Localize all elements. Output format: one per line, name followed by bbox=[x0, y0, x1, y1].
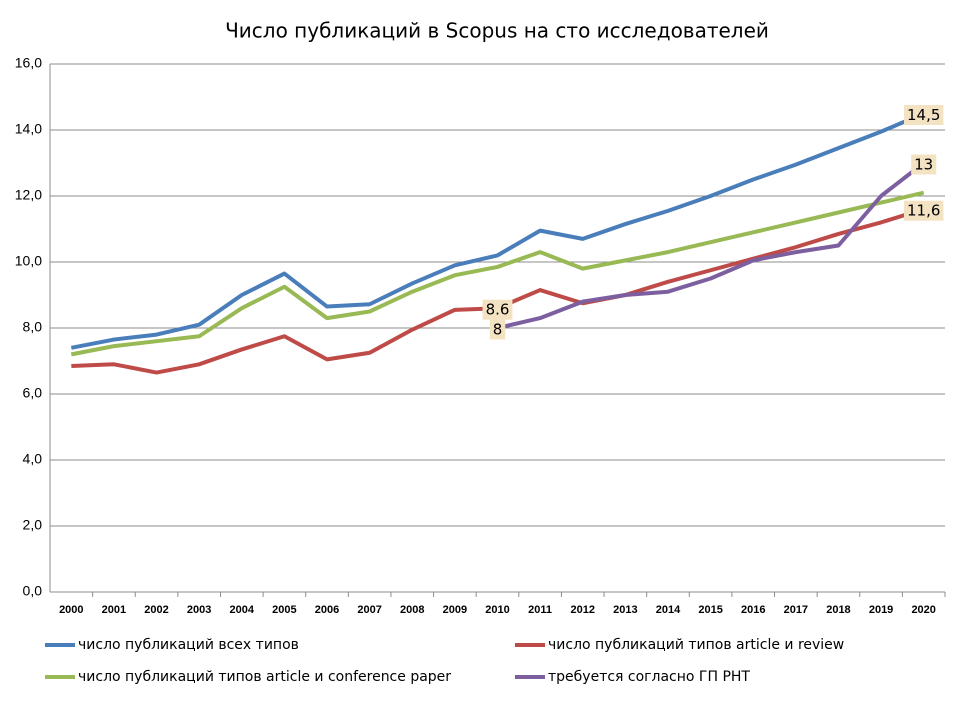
chart-title: Число публикаций в Scopus на сто исследо… bbox=[225, 19, 769, 43]
x-tick-label: 2001 bbox=[102, 604, 126, 616]
value-label-box bbox=[911, 154, 937, 175]
y-tick-label: 10,0 bbox=[15, 253, 42, 269]
x-tick-label: 2004 bbox=[230, 604, 255, 616]
legend-label: число публикаций типов article и review bbox=[548, 637, 844, 653]
legend-label: требуется согласно ГП РНТ bbox=[548, 669, 750, 685]
x-tick-label: 2010 bbox=[485, 604, 509, 616]
value-label-box bbox=[489, 319, 506, 340]
value-label-box bbox=[903, 200, 944, 221]
value-label: 14,5 bbox=[907, 106, 940, 124]
series-line bbox=[71, 207, 925, 375]
y-tick-label: 4,0 bbox=[23, 451, 43, 467]
series-line bbox=[70, 190, 925, 357]
value-label-box bbox=[903, 105, 944, 125]
y-tick-label: 12,0 bbox=[15, 187, 42, 203]
x-tick-label: 2008 bbox=[400, 604, 424, 616]
y-tick-label: 0,0 bbox=[23, 583, 43, 599]
x-tick-label: 2007 bbox=[357, 604, 381, 616]
x-tick-label: 2020 bbox=[911, 604, 935, 616]
y-tick-label: 8,0 bbox=[23, 319, 43, 335]
value-label: 8 bbox=[493, 321, 503, 339]
x-tick-label: 2015 bbox=[698, 604, 722, 616]
y-tick-label: 6,0 bbox=[23, 385, 43, 401]
y-tick-label: 2,0 bbox=[23, 517, 43, 533]
series-line bbox=[70, 111, 925, 350]
x-tick-label: 2002 bbox=[144, 604, 168, 616]
x-tick-label: 2000 bbox=[59, 604, 83, 616]
x-tick-label: 2018 bbox=[826, 604, 850, 616]
x-tick-label: 2014 bbox=[656, 604, 681, 616]
x-tick-label: 2013 bbox=[613, 604, 637, 616]
x-tick-label: 2016 bbox=[741, 604, 765, 616]
value-label: 13 bbox=[914, 156, 933, 174]
x-tick-label: 2012 bbox=[570, 604, 594, 616]
x-tick-label: 2003 bbox=[187, 604, 211, 616]
legend-label: число публикаций всех типов bbox=[78, 637, 299, 653]
x-tick-label: 2009 bbox=[443, 604, 467, 616]
value-label-box bbox=[482, 299, 513, 320]
x-tick-label: 2011 bbox=[528, 604, 552, 616]
series-line bbox=[497, 161, 925, 330]
legend-label: число публикаций типов article и confere… bbox=[78, 669, 451, 685]
y-tick-label: 16,0 bbox=[15, 55, 42, 71]
x-tick-label: 2017 bbox=[784, 604, 808, 616]
x-tick-label: 2006 bbox=[315, 604, 339, 616]
x-tick-label: 2019 bbox=[869, 604, 893, 616]
value-label: 11,6 bbox=[907, 202, 940, 220]
x-tick-label: 2005 bbox=[272, 604, 296, 616]
y-tick-label: 14,0 bbox=[15, 121, 42, 137]
value-label: 8.6 bbox=[486, 301, 510, 319]
